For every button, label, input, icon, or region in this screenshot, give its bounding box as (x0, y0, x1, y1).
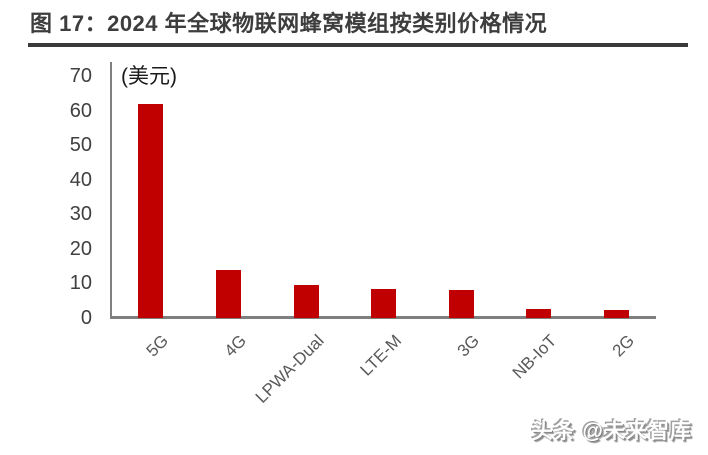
bar-NB-IoT (526, 309, 552, 318)
x-label-NB-IoT: NB-IoT (508, 331, 561, 383)
bar-LTE-M (371, 289, 397, 318)
bar-4G (215, 270, 241, 318)
x-label-LTE-M: LTE-M (356, 331, 406, 380)
x-label-3G: 3G (453, 331, 483, 361)
title-underline (28, 43, 688, 47)
y-axis-unit-label: (美元) (121, 65, 177, 88)
y-tick-60: 60 (69, 99, 92, 122)
x-label-2G: 2G (608, 331, 638, 361)
bar-5G (138, 104, 164, 318)
bar-2G (603, 310, 629, 318)
y-tick-70: 70 (69, 65, 92, 87)
bar-LPWA-Dual (293, 285, 319, 318)
page-title: 图 17：2024 年全球物联网蜂窝模组按类别价格情况 (30, 11, 548, 36)
watermark: 头条 @未来智库 (531, 420, 692, 443)
y-tick-40: 40 (69, 168, 92, 191)
y-tick-0: 0 (80, 307, 92, 329)
bar-3G (448, 290, 474, 318)
y-tick-50: 50 (69, 134, 92, 157)
x-label-4G: 4G (220, 331, 250, 361)
y-tick-10: 10 (69, 272, 92, 295)
x-label-5G: 5G (142, 331, 173, 361)
x-label-LPWA-Dual: LPWA-Dual (251, 331, 328, 407)
y-axis-line (110, 62, 112, 318)
y-tick-30: 30 (69, 203, 92, 226)
y-tick-20: 20 (69, 237, 92, 260)
